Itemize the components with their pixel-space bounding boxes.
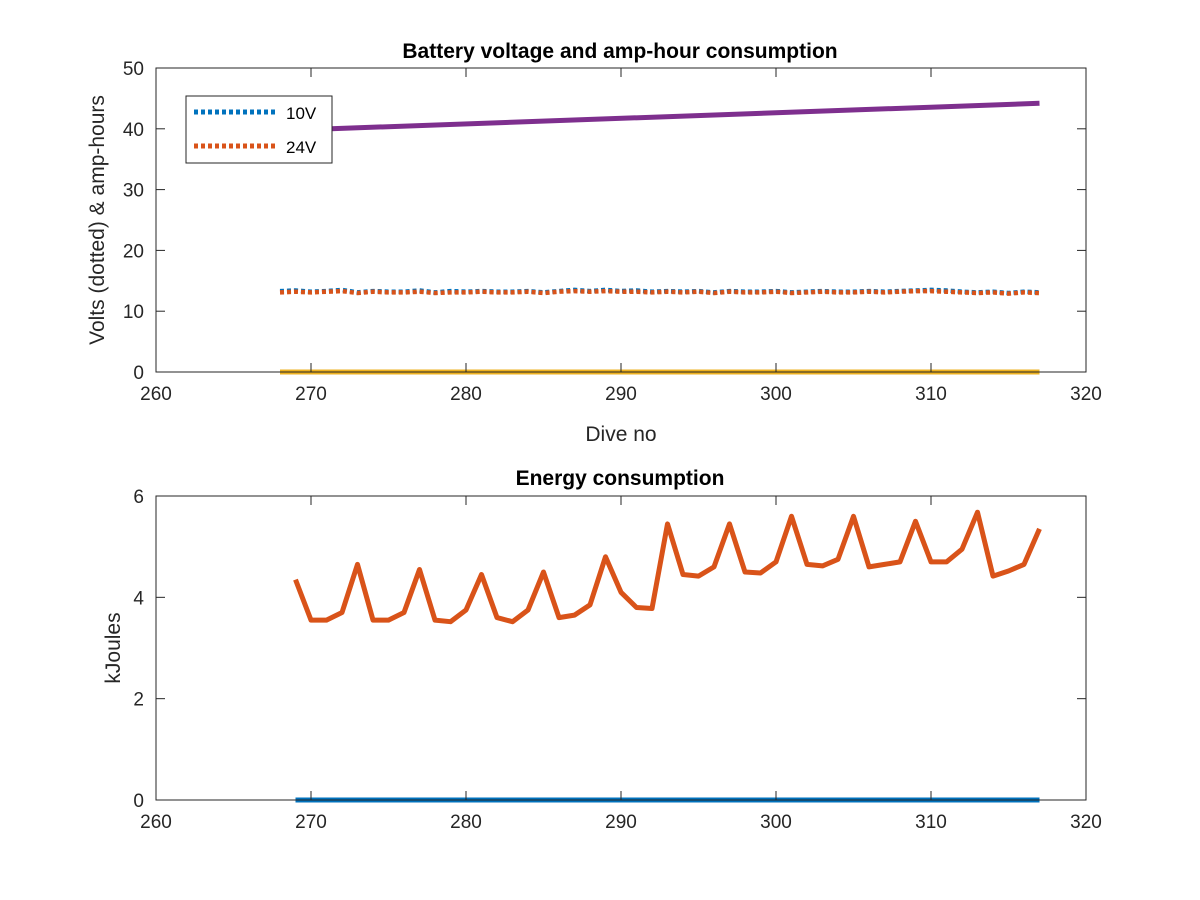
plot1-ytick-label: 0: [133, 363, 144, 384]
plot2-ytick-label: 6: [133, 487, 144, 508]
voltage-amphour-plot: Battery voltage and amp-hour consumption…: [86, 40, 1102, 446]
plot2-xtick-label: 270: [295, 812, 327, 833]
plot1-xtick-label: 320: [1070, 384, 1102, 405]
plot2-xtick-label: 320: [1070, 812, 1102, 833]
plot1-xtick-label: 280: [450, 384, 482, 405]
plot2-ytick-label: 4: [133, 588, 144, 609]
plot2-ylabel: kJoules: [102, 612, 125, 683]
plot1-xtick-label: 290: [605, 384, 637, 405]
plot2-axes-box: [155, 495, 1087, 801]
legend-box: [185, 95, 333, 164]
plot1-ytick-label: 40: [123, 120, 144, 141]
plot1-ytick-label: 30: [123, 181, 144, 202]
plot1-xlabel: Dive no: [585, 423, 656, 446]
plot1-series-24v-line: [279, 288, 1040, 296]
plot1-xtick-label: 260: [140, 384, 172, 405]
plot2-xtick-label: 260: [140, 812, 172, 833]
plot2-series: [293, 509, 1042, 803]
plot1-legend: 10V 24V: [185, 95, 333, 164]
plot1-xtick-label: 270: [295, 384, 327, 405]
plot2-xtick-label: 300: [760, 812, 792, 833]
plot1-ytick-label: 10: [123, 302, 144, 323]
plot2-series-orange-line: [293, 509, 1042, 625]
legend-label-10v: 10V: [286, 104, 317, 123]
plot1-ytick-label: 50: [123, 59, 144, 80]
plot1-series-purple-line: [279, 100, 1040, 134]
plot2-ytick-label: 2: [133, 690, 144, 711]
plot2-xtick-label: 310: [915, 812, 947, 833]
plot1-ytick-label: 20: [123, 241, 144, 262]
plot1-xtick-label: 310: [915, 384, 947, 405]
energy-consumption-plot: Energy consumption 260 270 280 290 300 310 320…: [102, 467, 1102, 833]
plot1-ticks: 260 270 280 290 300 310 320 0 10 20 30 40 50: [123, 59, 1102, 405]
plot1-xtick-label: 300: [760, 384, 792, 405]
plot1-ylabel: Volts (dotted) & amp-hours: [86, 95, 109, 345]
plot2-title: Energy consumption: [516, 467, 725, 490]
plot2-ytick-label: 0: [133, 791, 144, 812]
plot1-series: [279, 100, 1040, 375]
plot2-xtick-label: 290: [605, 812, 637, 833]
legend-label-24v: 24V: [286, 138, 317, 157]
plot1-title: Battery voltage and amp-hour consumption: [402, 40, 837, 63]
plot2-ticks: 260 270 280 290 300 310 320 0 2 4 6: [133, 487, 1101, 833]
plot2-xtick-label: 280: [450, 812, 482, 833]
